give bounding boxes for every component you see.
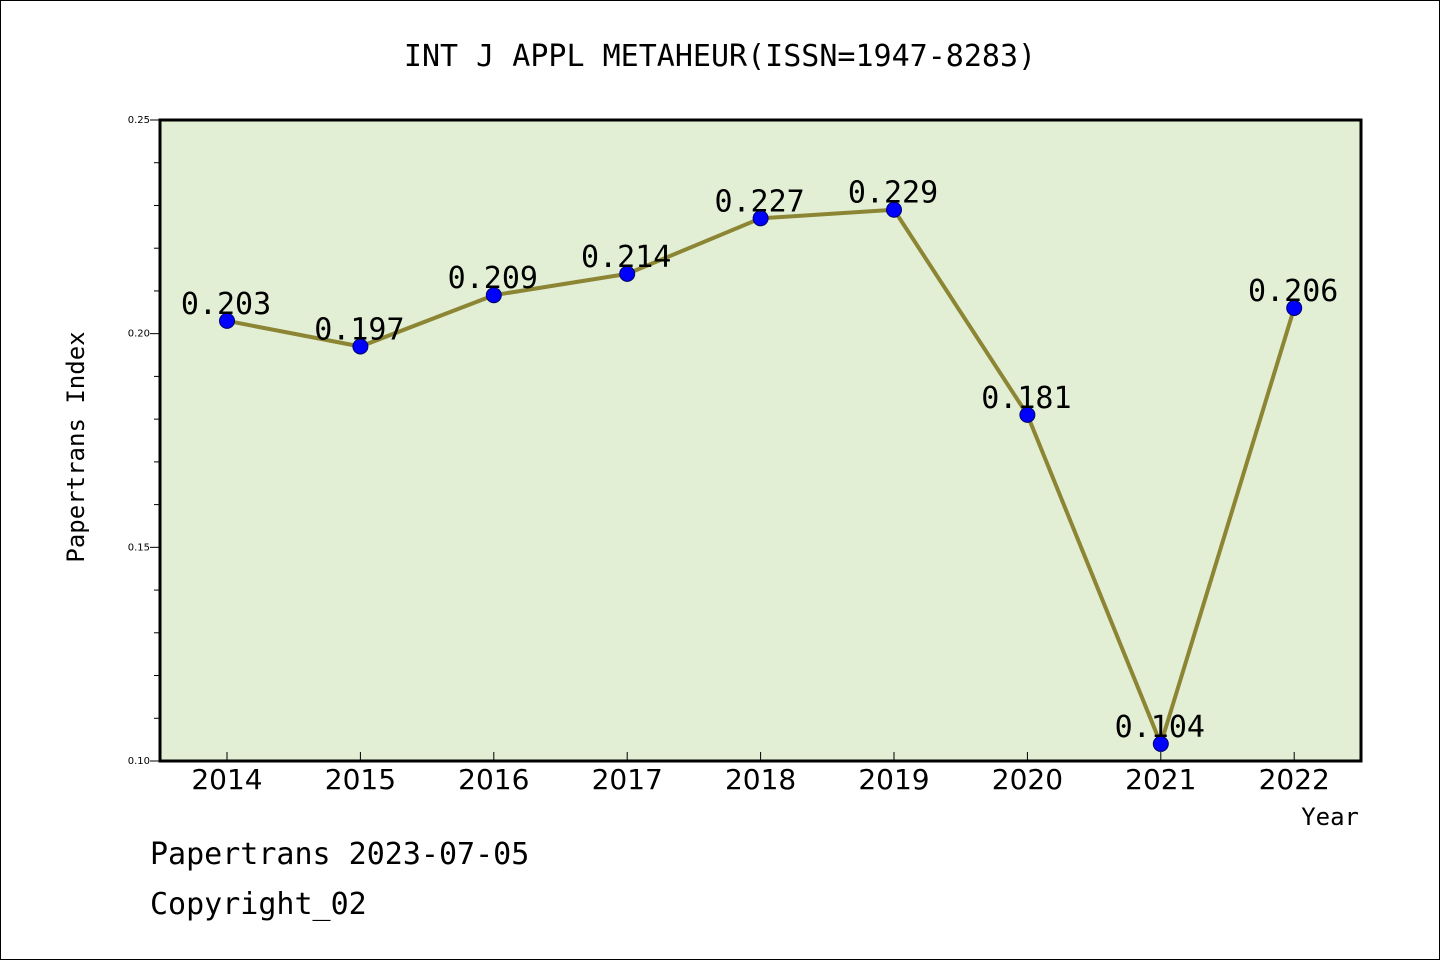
data-label-2018: 0.227: [714, 184, 804, 219]
data-point-2015: [352, 338, 369, 355]
plot-border: [158, 118, 1363, 763]
data-point-2014: [219, 312, 235, 329]
data-point-2019: [886, 201, 902, 218]
y-tick-label: 0.15: [128, 542, 150, 553]
x-tick-label: 2015: [325, 763, 396, 796]
data-point-2016: [485, 287, 502, 304]
footer-copyright: Copyright_02: [150, 887, 367, 922]
footer-date: Papertrans 2023-07-05: [150, 837, 529, 872]
y-tick-label: 0.25: [128, 115, 150, 126]
data-label-2020: 0.181: [981, 381, 1071, 416]
x-axis-label: Year: [1301, 803, 1359, 831]
x-axis-ticks: 2014 2015 2016 2017 2018 2019 2020 2021 2022: [191, 752, 1330, 796]
data-label-2019: 0.229: [848, 176, 938, 211]
data-label-2016: 0.209: [448, 261, 538, 296]
data-point-2018: [752, 210, 769, 227]
x-tick-label: 2019: [858, 763, 929, 796]
x-tick-label: 2020: [992, 763, 1063, 796]
y-tick-label: 0.10: [128, 756, 150, 767]
x-tick-label: 2021: [1125, 763, 1196, 796]
data-point-2022: [1286, 300, 1303, 317]
y-tick-label: 0.20: [128, 329, 150, 340]
data-label-2014: 0.203: [181, 287, 271, 322]
data-label-2017: 0.214: [581, 240, 671, 275]
data-labels-group: 0.203 0.197 0.209 0.214 0.227 0.229 0.181 0.104…: [181, 176, 1339, 745]
data-label-2022: 0.206: [1248, 274, 1338, 309]
x-tick-label: 2016: [458, 763, 529, 796]
data-point-2020: [1019, 406, 1036, 423]
x-tick-label: 2014: [191, 763, 262, 796]
chart-title: INT J APPL METAHEUR(ISSN=1947-8283): [404, 39, 1036, 74]
x-tick-label: 2022: [1259, 763, 1330, 796]
series-group: [219, 201, 1303, 752]
data-label-2015: 0.197: [314, 312, 404, 347]
y-axis-label: Papertrans Index: [62, 331, 90, 562]
data-point-2021: [1152, 735, 1169, 752]
x-tick-label: 2018: [725, 763, 796, 796]
data-point-2017: [619, 265, 636, 282]
plot-area: [160, 120, 1361, 761]
x-tick-label: 2017: [592, 763, 663, 796]
data-label-2021: 0.104: [1115, 710, 1205, 745]
